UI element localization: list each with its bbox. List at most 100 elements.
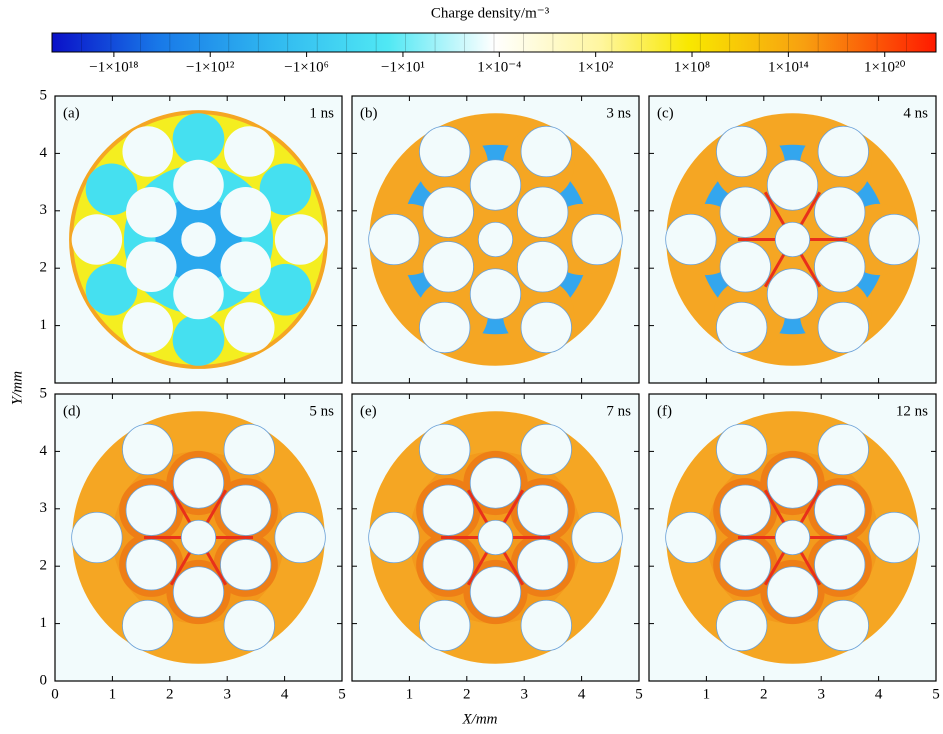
panel: (e) 7 ns 1 2 3 4 5 <box>351 393 643 702</box>
conductor <box>814 241 866 293</box>
y-tick-label: 1 <box>40 615 48 631</box>
streamer <box>205 489 228 524</box>
conductor <box>419 423 471 476</box>
panel-time: 4 ns <box>903 105 928 121</box>
conductor <box>180 519 217 556</box>
conductor <box>665 511 717 564</box>
streamer <box>763 253 786 288</box>
x-tick-label: 5 <box>932 686 940 702</box>
conductor <box>766 457 819 509</box>
conductor <box>469 457 522 509</box>
panel: (a) 1 ns 1 2 3 4 5 <box>40 87 343 384</box>
conductor <box>274 214 326 265</box>
conductor <box>817 423 869 476</box>
conductor <box>224 302 275 353</box>
conductor <box>181 222 216 257</box>
conductor <box>419 301 471 354</box>
x-tick-label: 3 <box>520 686 528 702</box>
conductor <box>419 125 471 178</box>
y-tick-label: 3 <box>40 500 48 516</box>
conductor <box>173 159 224 211</box>
conductor <box>469 268 522 320</box>
colorbar-label: −1×10¹⁸ <box>89 59 138 75</box>
conductor <box>422 484 474 536</box>
conductor <box>517 539 569 591</box>
conductor <box>220 186 271 238</box>
conductor <box>665 213 717 266</box>
colorbar-label: 1×10² <box>578 59 614 75</box>
panel: (d) 5 ns 0 1 2 3 4 5 0 1 2 3 4 5 <box>40 385 346 702</box>
conductor <box>223 423 275 476</box>
y-tick-label: 2 <box>40 260 48 276</box>
conductor <box>368 511 420 564</box>
streamer <box>799 253 822 288</box>
colorbar <box>51 32 937 53</box>
conductor <box>719 186 771 238</box>
x-tick-label: 3 <box>817 686 825 702</box>
y-tick-label: 5 <box>40 385 48 401</box>
x-tick-label: 5 <box>635 686 643 702</box>
conductor <box>220 241 271 293</box>
conductor <box>173 268 224 320</box>
streamer <box>763 551 786 586</box>
x-tick-label: 0 <box>51 686 59 702</box>
conductor <box>716 125 768 178</box>
streamer <box>169 551 192 586</box>
region-negative <box>85 263 138 316</box>
streamer <box>763 191 786 226</box>
conductor <box>172 457 225 509</box>
y-tick-label: 3 <box>40 202 48 218</box>
panel-frame <box>54 393 343 682</box>
panel-label: (b) <box>360 105 378 121</box>
conductor <box>814 484 866 536</box>
conductor <box>814 539 866 591</box>
streamer <box>502 551 525 586</box>
conductor <box>469 566 522 618</box>
region-negative <box>259 263 312 316</box>
colorbar-label: 1×10⁻⁴ <box>477 59 521 75</box>
streamer <box>466 489 489 524</box>
streamer <box>466 551 489 586</box>
y-tick-label: 4 <box>40 443 48 459</box>
streamer <box>763 489 786 524</box>
conductor <box>71 214 123 265</box>
conductor <box>477 519 514 556</box>
streamer <box>799 489 822 524</box>
streamer <box>799 191 822 226</box>
conductor <box>122 423 174 476</box>
panel: (c) 4 ns <box>648 95 937 384</box>
panel-frame <box>351 95 640 384</box>
conductor <box>125 484 177 536</box>
panel-time: 12 ns <box>896 403 928 419</box>
conductor <box>422 539 474 591</box>
streamer <box>799 551 822 586</box>
panel-label: (a) <box>63 105 80 121</box>
panel-label: (e) <box>360 403 377 419</box>
region-negative <box>172 113 225 165</box>
x-tick-label: 2 <box>463 686 471 702</box>
conductor <box>716 599 768 652</box>
panel-time: 7 ns <box>606 403 631 419</box>
conductor <box>477 221 514 258</box>
panel: (f) 12 ns 1 2 3 4 5 <box>648 393 940 702</box>
conductor <box>126 241 177 293</box>
panel-time: 3 ns <box>606 105 631 121</box>
y-axis-label: Y/mm <box>9 371 25 405</box>
y-tick-label: 2 <box>40 558 48 574</box>
conductor <box>766 268 819 320</box>
panel-frame <box>351 393 640 682</box>
streamer <box>205 551 228 586</box>
conductor <box>766 566 819 618</box>
region-negative <box>259 163 312 216</box>
conductor <box>814 186 866 238</box>
colorbar-label: −1×10⁶ <box>284 59 329 75</box>
conductor <box>571 511 623 564</box>
colorbar-label: 1×10¹⁴ <box>768 59 809 75</box>
conductor <box>817 599 869 652</box>
x-tick-label: 5 <box>338 686 346 702</box>
conductor <box>719 484 771 536</box>
streamer <box>169 489 192 524</box>
conductor <box>517 241 569 293</box>
x-tick-label: 4 <box>875 686 883 702</box>
